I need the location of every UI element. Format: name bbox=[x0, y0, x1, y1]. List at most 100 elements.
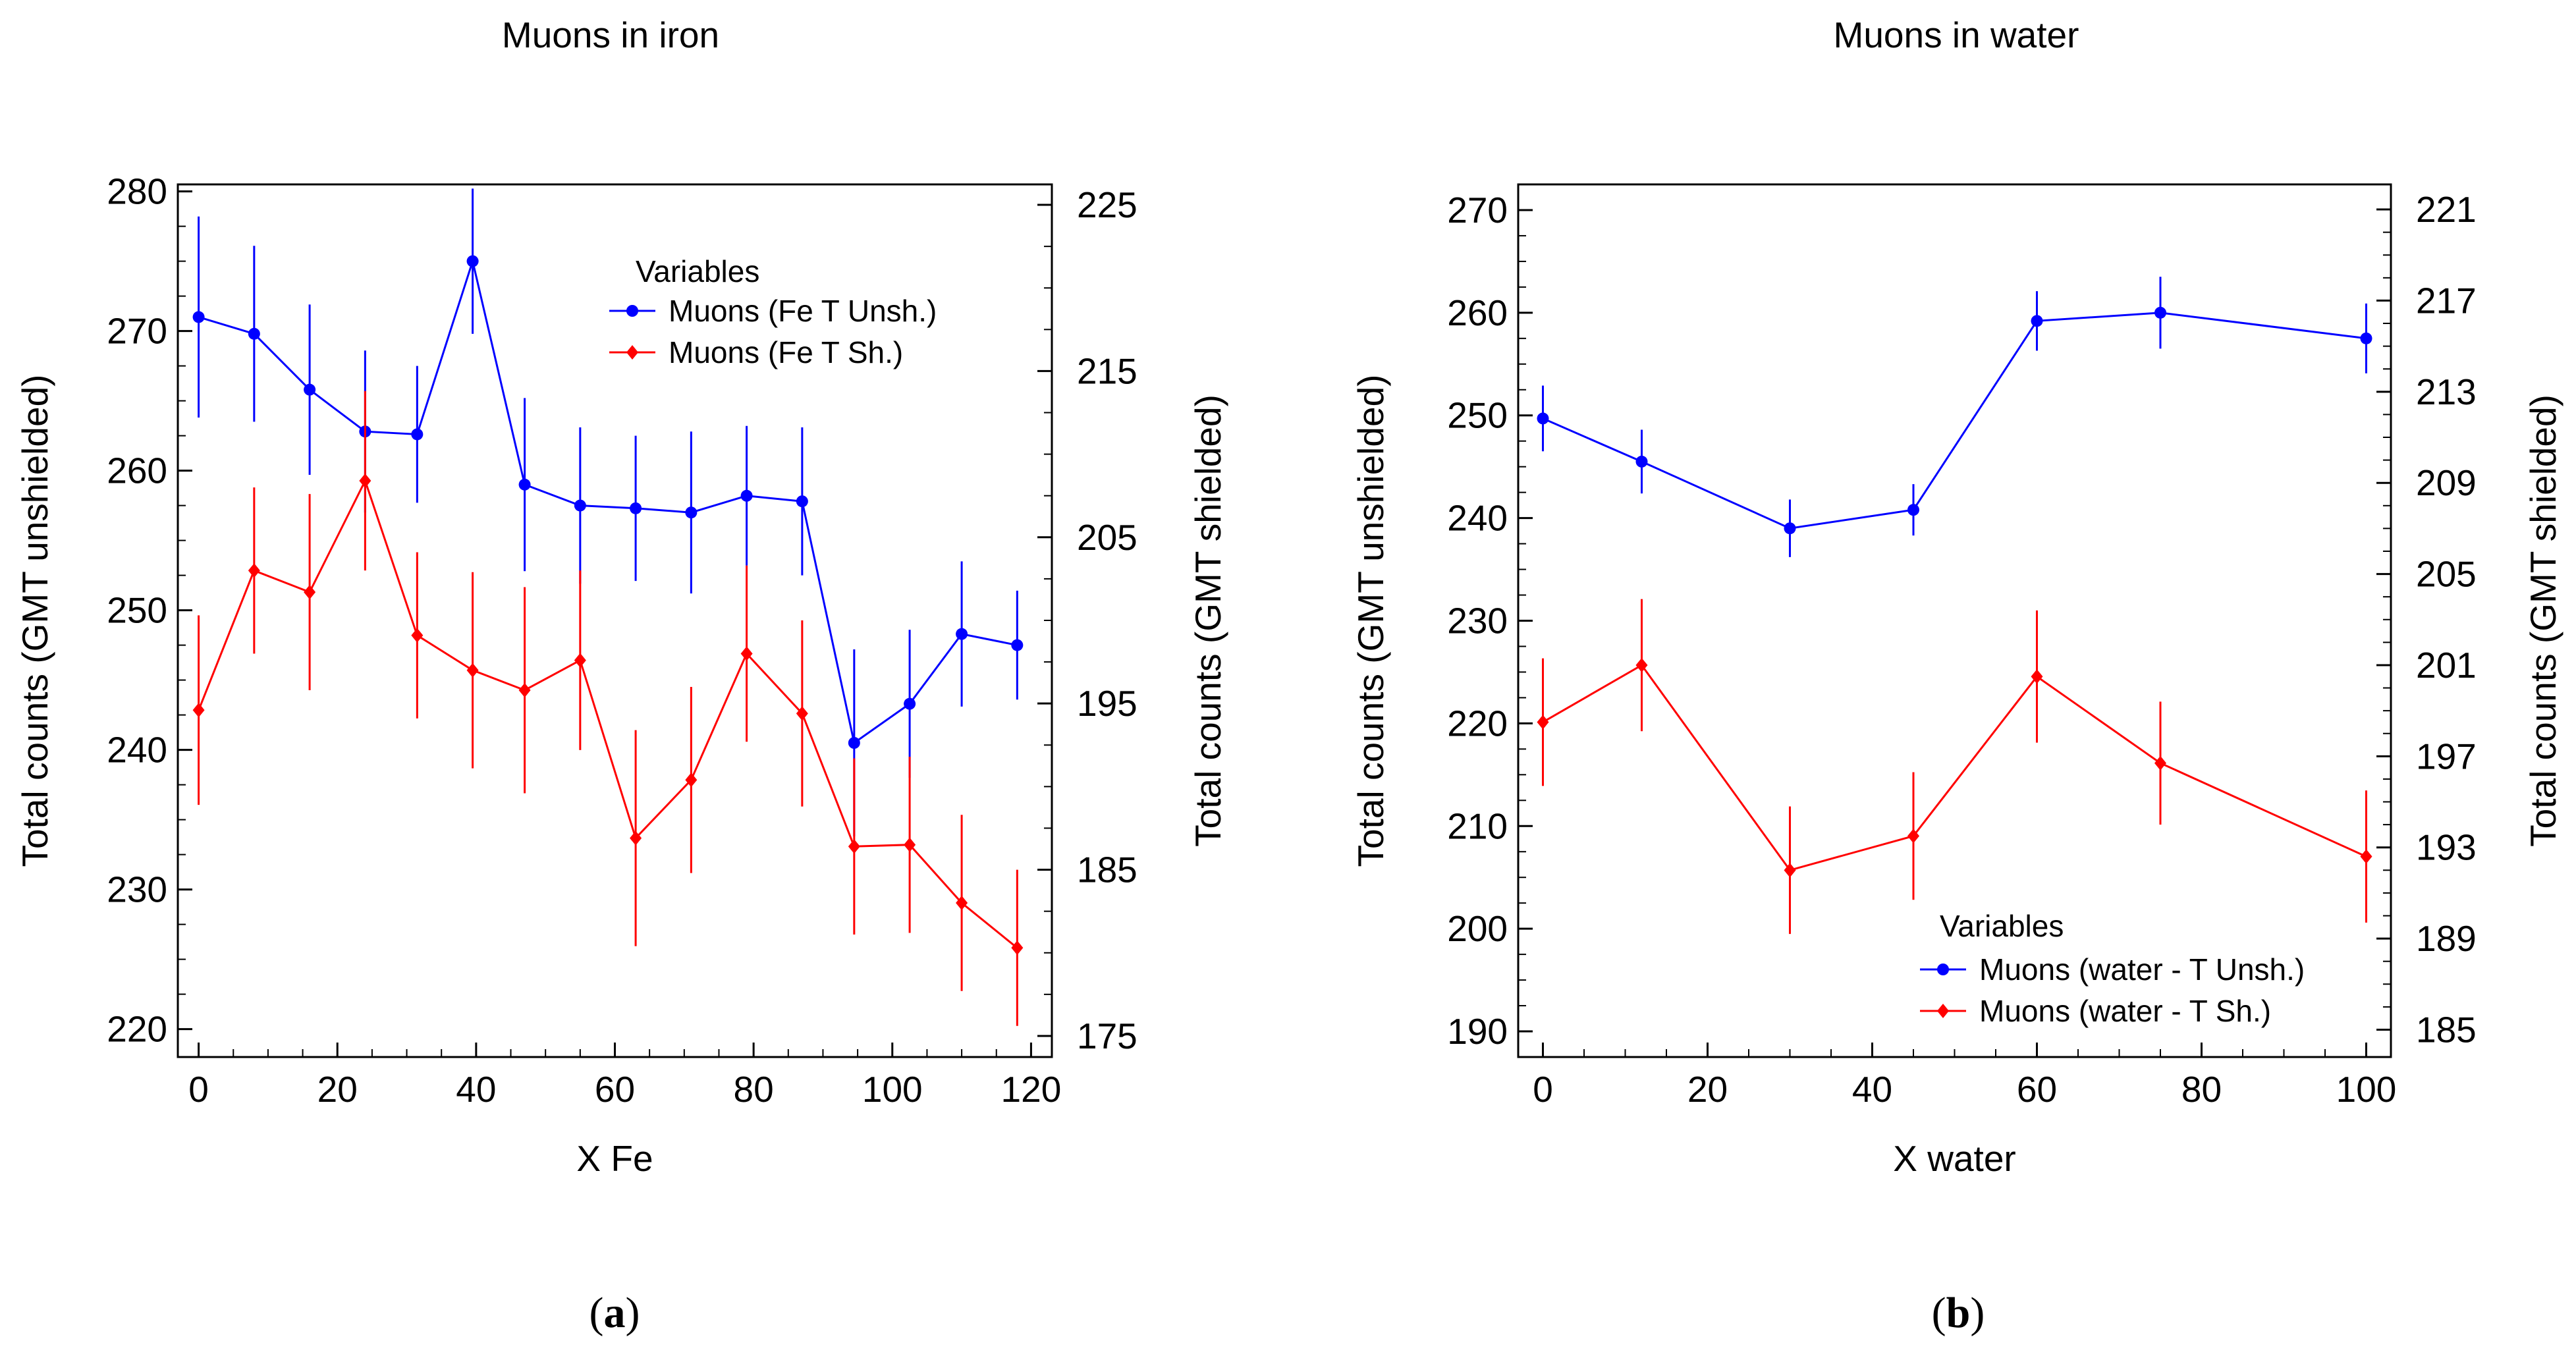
x-tick-label: 40 bbox=[456, 1069, 496, 1110]
legend-entry: Muons (water - T Unsh.) bbox=[1979, 952, 2305, 987]
series-red bbox=[192, 391, 1024, 1026]
panel-label-letter: b bbox=[1946, 1289, 1971, 1337]
legend-marker bbox=[1937, 1004, 1949, 1018]
data-point bbox=[1907, 504, 1919, 516]
x-axis-title: X water bbox=[1893, 1138, 2015, 1179]
data-point bbox=[796, 495, 808, 508]
data-point bbox=[2360, 849, 2372, 864]
x-tick-label: 100 bbox=[862, 1069, 923, 1110]
data-point bbox=[904, 697, 916, 710]
y-tick-label: 260 bbox=[1447, 292, 1508, 333]
legend-entry: Muons (water - T Sh.) bbox=[1979, 994, 2271, 1028]
legend-marker bbox=[626, 345, 638, 360]
data-point bbox=[630, 830, 642, 846]
data-point bbox=[304, 585, 316, 600]
legend-marker bbox=[1937, 964, 1949, 975]
data-point bbox=[466, 663, 479, 678]
y2-tick-label: 185 bbox=[2416, 1009, 2477, 1050]
data-point bbox=[518, 478, 531, 491]
x-tick-label: 0 bbox=[188, 1069, 209, 1110]
y2-tick-label: 225 bbox=[1077, 184, 1137, 225]
y2-tick-label: 197 bbox=[2416, 736, 2477, 776]
data-point bbox=[630, 502, 642, 514]
data-point bbox=[740, 489, 753, 502]
x-tick-label: 40 bbox=[1852, 1069, 1892, 1110]
y-tick-label: 220 bbox=[107, 1009, 167, 1050]
data-point bbox=[411, 428, 424, 441]
y-tick-label: 220 bbox=[1447, 703, 1508, 744]
x-axis-title: X Fe bbox=[576, 1138, 653, 1179]
y-tick-label: 240 bbox=[107, 730, 167, 771]
data-point bbox=[574, 653, 586, 668]
y2-tick-label: 209 bbox=[2416, 462, 2477, 503]
panel-label-close: ) bbox=[1970, 1289, 1985, 1337]
y-tick-label: 260 bbox=[107, 450, 167, 491]
data-point bbox=[304, 383, 316, 396]
y2-tick-label: 217 bbox=[2416, 280, 2477, 321]
legend-title: Variables bbox=[636, 254, 759, 288]
data-point bbox=[248, 563, 260, 578]
x-tick-label: 100 bbox=[2336, 1069, 2397, 1110]
x-tick-label: 120 bbox=[1001, 1069, 1062, 1110]
y2-tick-label: 195 bbox=[1077, 683, 1137, 724]
data-point bbox=[192, 311, 205, 323]
chart-panel-a: Muons in iron 0 20 40 60 80 100 120 220 230 240 250… bbox=[14, 14, 1228, 1337]
legend-marker bbox=[626, 305, 638, 317]
panel-label-close: ) bbox=[626, 1289, 640, 1337]
x-tick-label: 0 bbox=[1533, 1069, 1553, 1110]
data-point bbox=[685, 773, 698, 788]
legend-entry: Muons (Fe T Unsh.) bbox=[669, 294, 937, 328]
y-tick-label: 200 bbox=[1447, 908, 1508, 949]
y-tick-label: 210 bbox=[1447, 805, 1508, 846]
data-point bbox=[956, 896, 968, 911]
y-tick-label: 230 bbox=[1447, 601, 1508, 641]
data-point bbox=[518, 682, 531, 697]
data-point bbox=[904, 837, 916, 852]
data-point bbox=[1011, 639, 1024, 651]
legend-entry: Muons (Fe T Sh.) bbox=[669, 335, 903, 369]
data-point bbox=[1011, 940, 1024, 956]
x-tick-label: 20 bbox=[1687, 1069, 1728, 1110]
data-point bbox=[1784, 522, 1796, 535]
y-tick-label: 240 bbox=[1447, 498, 1508, 539]
y-tick-label: 230 bbox=[107, 869, 167, 910]
y-tick-label: 270 bbox=[1447, 190, 1508, 231]
y-tick-label: 280 bbox=[107, 171, 167, 212]
y2-tick-label: 205 bbox=[1077, 517, 1137, 558]
legend-title: Variables bbox=[1940, 909, 2064, 943]
y2-axis-title: Total counts (GMT shielded) bbox=[1188, 394, 1228, 847]
data-point bbox=[685, 506, 698, 519]
panel-label-letter: a bbox=[604, 1289, 626, 1337]
y2-tick-label: 221 bbox=[2416, 189, 2477, 230]
data-point bbox=[2031, 315, 2043, 327]
x-tick-label: 20 bbox=[317, 1069, 358, 1110]
panel-label: (b) bbox=[1932, 1289, 1985, 1337]
x-tick-label: 80 bbox=[734, 1069, 774, 1110]
y2-tick-label: 185 bbox=[1077, 850, 1137, 890]
y2-tick-label: 205 bbox=[2416, 554, 2477, 595]
data-point bbox=[411, 628, 424, 643]
y2-tick-label: 193 bbox=[2416, 827, 2477, 868]
series-line bbox=[198, 257, 1018, 745]
data-point bbox=[2154, 755, 2166, 771]
legend: Variables Muons (Fe T Unsh.) Muons (Fe T S… bbox=[609, 254, 937, 369]
data-point bbox=[2154, 306, 2166, 319]
data-point bbox=[248, 327, 260, 340]
data-point bbox=[796, 706, 808, 721]
data-point bbox=[848, 839, 860, 854]
y2-tick-label: 189 bbox=[2416, 918, 2477, 959]
panel-label-open: ( bbox=[589, 1289, 604, 1337]
data-point bbox=[466, 255, 479, 267]
y-tick-label: 270 bbox=[107, 311, 167, 352]
chart-title: Muons in water bbox=[1834, 14, 2079, 55]
x-tick-label: 60 bbox=[2017, 1069, 2057, 1110]
y2-tick-label: 201 bbox=[2416, 645, 2477, 686]
data-point bbox=[1907, 828, 1919, 844]
y-axis-title: Total counts (GMT unshielded) bbox=[14, 375, 55, 867]
y-tick-label: 190 bbox=[1447, 1011, 1508, 1052]
series-blue bbox=[192, 188, 1024, 837]
series-line bbox=[198, 478, 1018, 949]
data-point bbox=[848, 737, 860, 749]
data-point bbox=[574, 499, 586, 512]
